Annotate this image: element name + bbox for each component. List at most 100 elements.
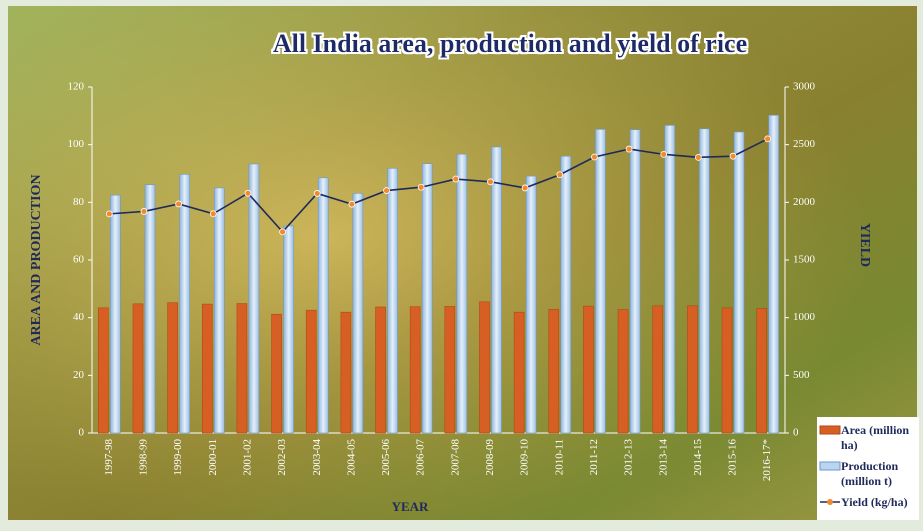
bar [768,114,779,434]
y-tick-label: 40 [73,311,85,323]
yield-marker [729,152,737,160]
legend: Area (million ha) Production (million t) Y… [817,417,919,520]
bar [271,313,282,434]
yield-marker [521,184,529,192]
x-tick-label: 2011-12 [588,439,600,475]
bar [213,187,225,434]
bar [560,155,572,434]
bar [444,306,456,434]
bar [421,163,433,434]
x-tick-label: 2006-07 [415,439,427,476]
bar [699,128,710,434]
x-tick-label: 2016-17* [761,439,773,481]
x-tick-label: 2002-03 [276,439,288,476]
yield-marker [175,200,183,208]
bar [652,305,664,434]
legend-item: Area (million ha) [819,423,917,453]
legend-box [819,425,841,435]
y-tick-label: 80 [73,196,85,208]
bar [201,303,213,434]
yield-marker [348,200,356,208]
y2-tick-label: 0 [793,427,799,439]
bar [595,129,606,434]
yield-marker [383,187,390,194]
y2-tick-label: 2000 [793,196,816,208]
yield-marker [660,150,668,158]
legend-swatch [820,499,840,505]
legend-item: Production (million t) [819,459,917,489]
bar [340,311,352,434]
bar [387,168,398,434]
y-tick-label: 0 [79,427,85,439]
x-tick-label: 2014-15 [692,439,704,476]
bar [548,309,560,434]
x-tick-label: 2008-09 [484,439,496,476]
x-tick-label: 2012-13 [623,439,635,476]
bar [167,302,178,434]
x-tick-label: 2015-16 [727,439,739,476]
yield-marker [694,153,702,161]
bar [236,303,248,434]
bar [248,163,260,434]
y-tick-label: 100 [68,138,85,150]
legend-label: Area (million ha) [841,423,910,452]
y-tick-label: 60 [73,254,85,266]
bar [110,194,121,434]
bar [629,129,641,434]
legend-swatch [819,425,841,435]
yield-marker [556,171,564,179]
bar [409,306,421,434]
bar [179,174,190,434]
y2-tick-label: 1500 [793,254,816,266]
x-tick-label: 2007-08 [449,439,461,476]
bar [583,305,594,434]
yield-marker [279,228,286,236]
x-tick-label: 2010-11 [553,439,565,475]
yield-marker [591,153,598,161]
x-tick-label: 1998-99 [138,439,150,476]
y2-tick-label: 3000 [793,81,816,93]
legend-item: Yield (kg/ha) [819,495,917,510]
bar [617,309,629,434]
y2-tick-label: 1000 [793,311,816,323]
bar [491,146,502,434]
y-tick-label: 120 [68,81,85,93]
yield-marker [764,135,772,143]
bar [98,307,109,434]
yield-marker [209,210,217,218]
x-tick-label: 2013-14 [657,439,669,476]
bar [664,125,676,434]
legend-box [819,461,841,471]
bar [144,184,156,434]
x-tick-label: 2000-01 [207,439,219,476]
yield-marker [487,178,494,186]
bar [687,305,698,434]
yield-marker [625,145,633,153]
yield-line [109,138,769,234]
chart-title: All India area, production and yield of … [273,29,747,58]
bar [375,306,386,434]
x-tick-label: 2009-10 [519,439,531,476]
bar [456,153,468,434]
bar [283,225,294,434]
legend-label: Yield (kg/ha) [841,495,908,509]
yield-marker [417,183,425,191]
bar [721,307,733,434]
yield-marker [313,190,321,197]
legend-marker [827,499,833,505]
x-tick-label: 2003-04 [311,439,323,476]
bar [479,301,490,434]
y-axis-label: AREA AND PRODUCTION [29,174,44,345]
x-tick-label: 2001-02 [241,439,253,476]
bar [317,177,329,434]
yield-marker [244,189,252,197]
x-axis-label: YEAR [392,499,429,514]
y2-axis-label: YIELD [857,223,872,267]
bar [733,131,745,434]
x-tick-label: 1997-98 [103,439,115,476]
x-tick-label: 2005-06 [380,439,392,476]
bar [513,311,525,434]
x-tick-label: 1999-00 [172,439,184,476]
